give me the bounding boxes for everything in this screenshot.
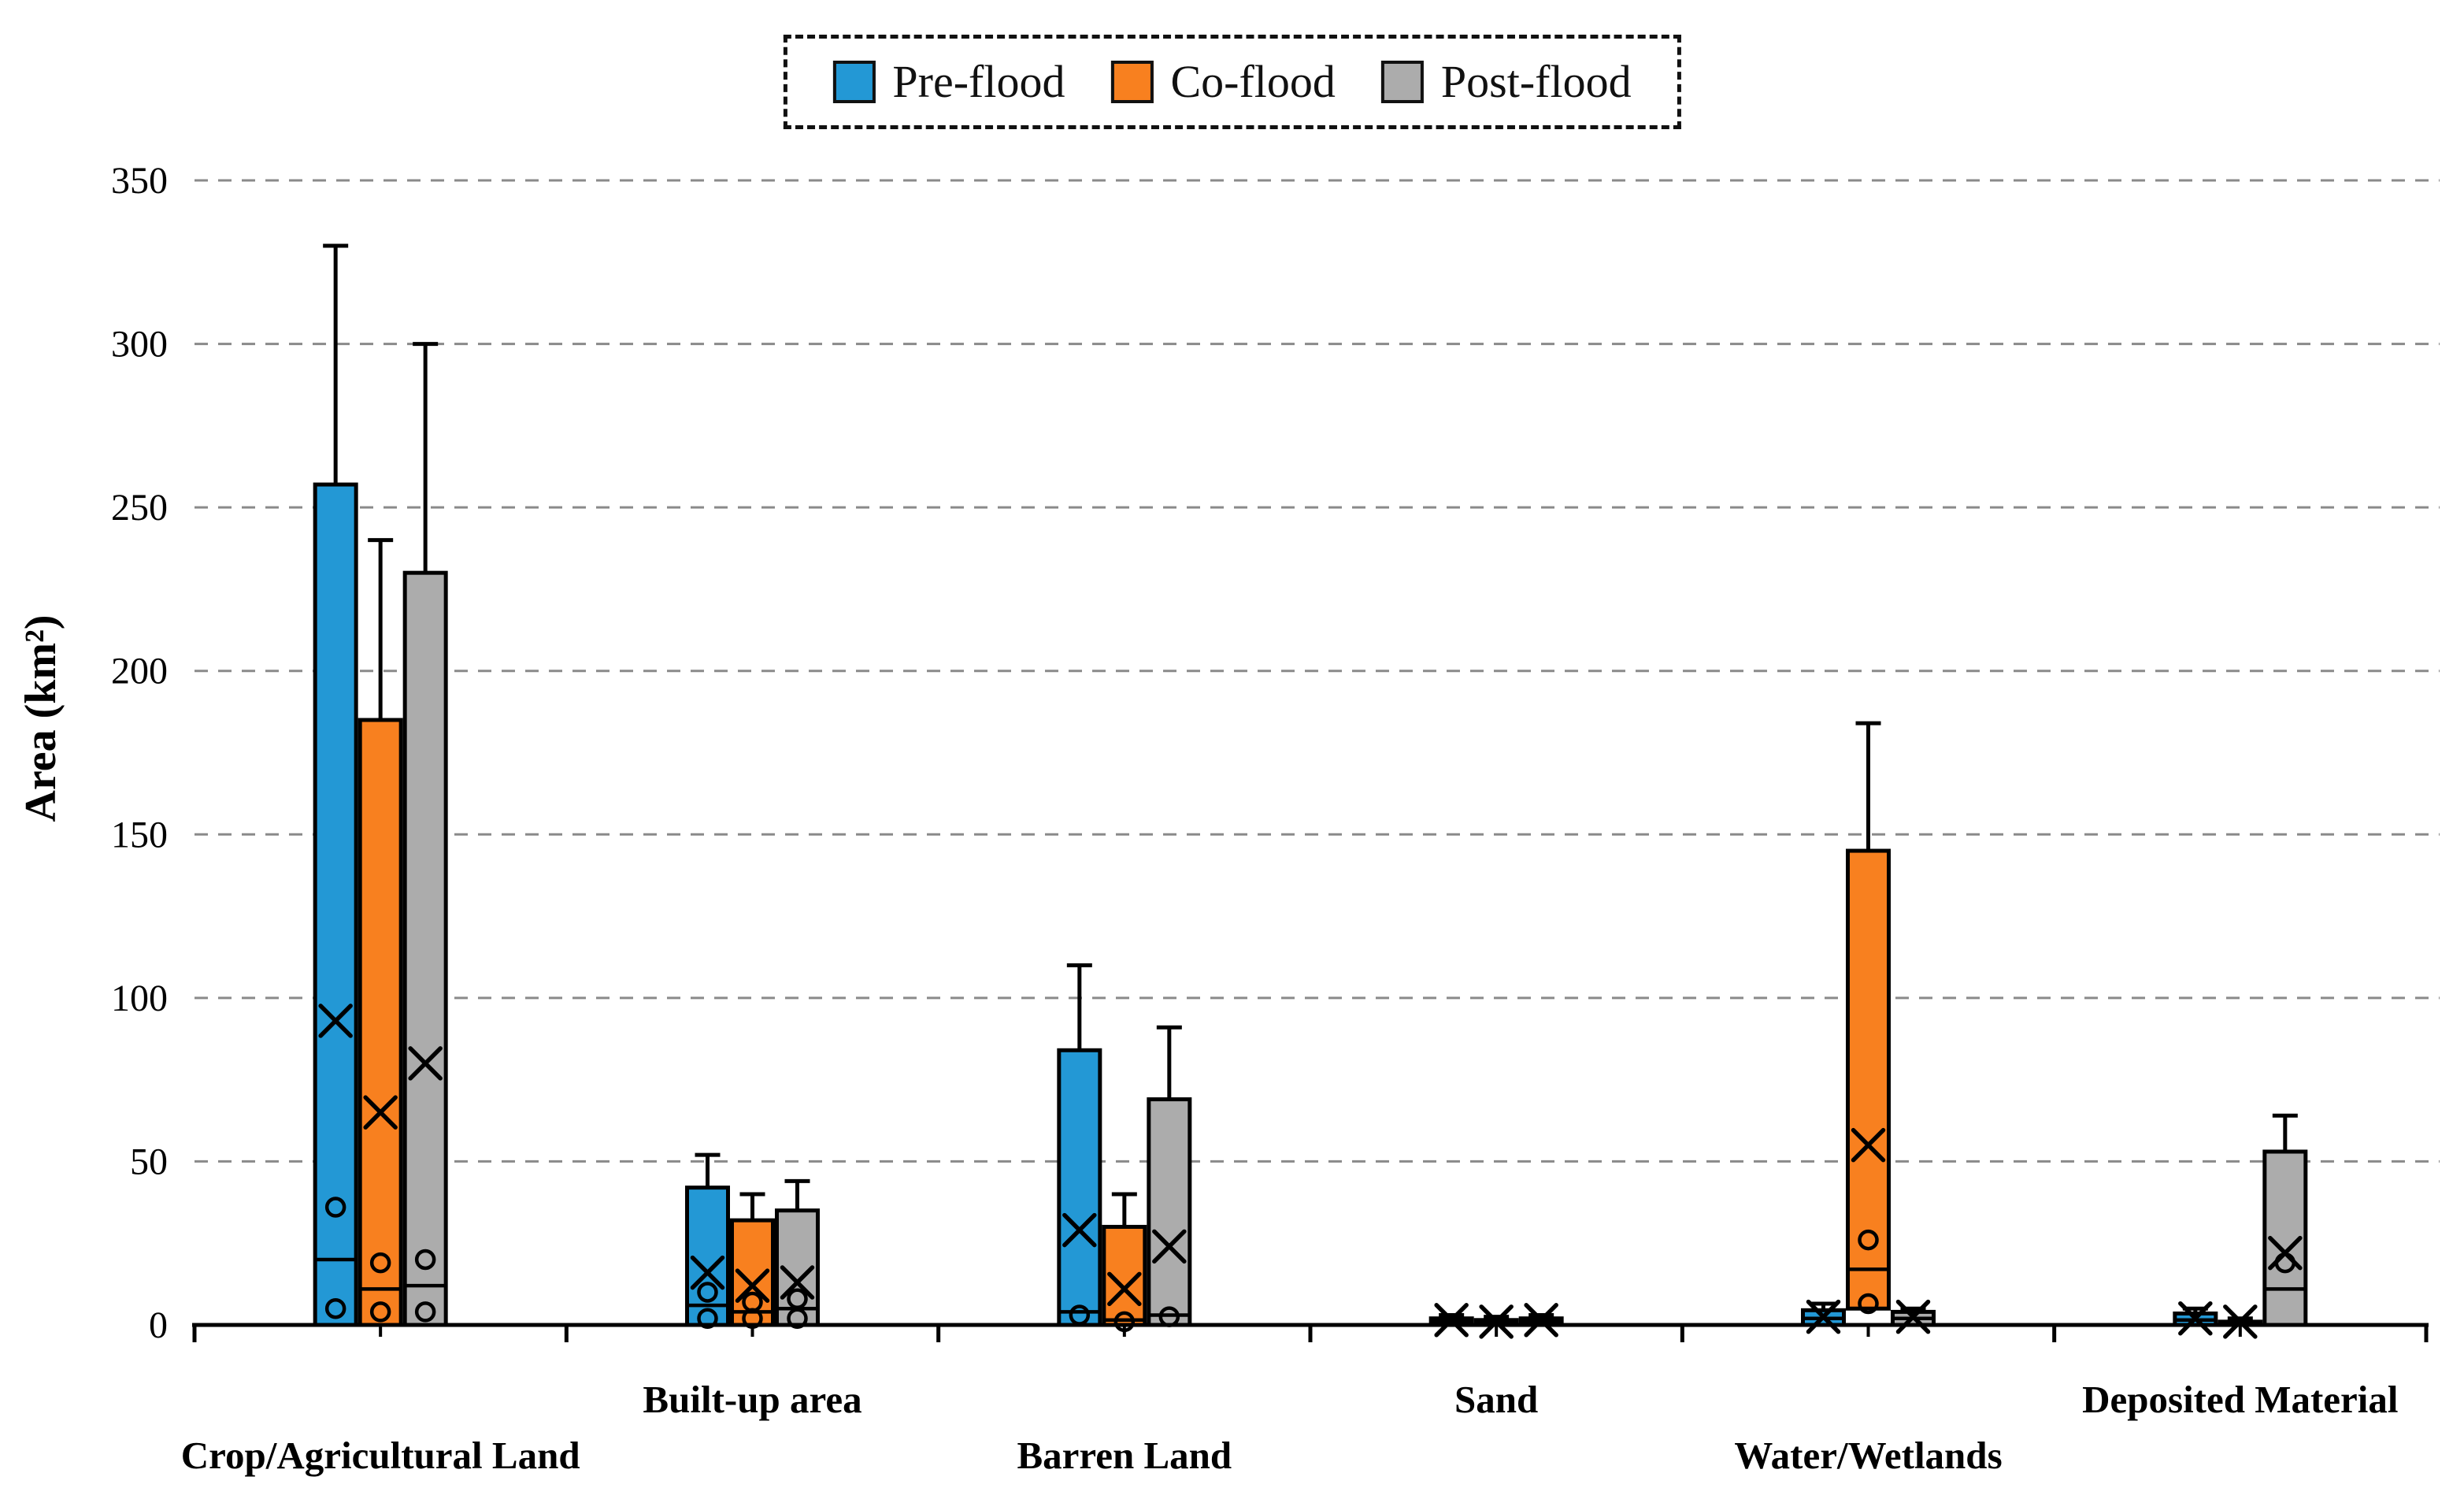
mean-x-marker [2223, 1304, 2258, 1339]
y-tick-250: 250 [111, 487, 168, 529]
mean-x-marker [1434, 1303, 1469, 1338]
box-co-flood-barren-land [1102, 1192, 1147, 1333]
legend: Pre-flood Co-flood Post-flood [783, 35, 1681, 129]
box-co-flood-crop-agricultural-land [358, 538, 403, 1327]
box-post-flood-sand [1518, 1303, 1564, 1338]
box-pre-flood-built-up-area [685, 1152, 730, 1329]
mean-x-marker [1524, 1303, 1558, 1338]
outlier-point [369, 1301, 391, 1323]
legend-item-co-flood: Co-flood [1110, 56, 1336, 107]
iqr-box [402, 570, 448, 1327]
gridlines [195, 179, 2440, 1163]
iqr-box [1846, 848, 1891, 1311]
box-pre-flood-crop-agricultural-land [313, 243, 358, 1327]
box-post-flood-water-wetlands [1891, 1299, 1936, 1334]
y-tick-300: 300 [111, 324, 168, 366]
mean-x-marker [408, 1046, 443, 1081]
mean-x-marker [735, 1268, 770, 1303]
box-post-flood-deposited-material [2262, 1113, 2308, 1327]
legend-label-pre-flood: Pre-flood [892, 56, 1065, 107]
x-axis [192, 1323, 2429, 1342]
y-tick-0: 0 [149, 1304, 168, 1346]
legend-swatch-co-flood [1110, 61, 1154, 103]
box-post-flood-barren-land [1147, 1025, 1192, 1327]
mean-x-marker [780, 1265, 815, 1300]
box-pre-flood-sand [1428, 1303, 1474, 1338]
y-tick-350: 350 [111, 160, 168, 202]
outlier-point [1858, 1293, 1879, 1315]
box-post-flood-crop-agricultural-land [402, 342, 448, 1327]
legend-swatch-post-flood [1380, 61, 1424, 103]
outlier-point [787, 1308, 808, 1329]
outlier-point [414, 1249, 436, 1271]
legend-label-post-flood: Post-flood [1440, 56, 1632, 107]
mean-x-marker [2178, 1301, 2213, 1336]
box-co-flood-built-up-area [730, 1192, 775, 1329]
box-post-flood-built-up-area [775, 1178, 820, 1329]
box-co-flood-water-wetlands [1846, 721, 1891, 1315]
mean-x-marker [318, 1004, 353, 1038]
mean-x-marker [1062, 1212, 1097, 1248]
box-pre-flood-water-wetlands [1801, 1299, 1846, 1334]
outlier-point [369, 1252, 391, 1274]
iqr-box [1057, 1048, 1102, 1327]
x-category-labels: Crop/Agricultural Land Built-up area Barre… [181, 1378, 2399, 1477]
y-tick-150: 150 [111, 814, 168, 855]
y-tick-200: 200 [111, 651, 168, 692]
mean-x-marker [1851, 1127, 1886, 1163]
outlier-point [324, 1297, 346, 1319]
mean-x-marker [2268, 1235, 2303, 1271]
box-pre-flood-deposited-material [2173, 1301, 2218, 1336]
outlier-point [787, 1288, 808, 1310]
legend-item-post-flood: Post-flood [1380, 56, 1632, 107]
mean-x-marker [363, 1095, 398, 1130]
outlier-point [697, 1282, 718, 1303]
y-tick-50: 50 [130, 1141, 168, 1182]
outlier-point [697, 1308, 718, 1329]
outlier-point [1858, 1229, 1879, 1251]
y-tick-100: 100 [111, 978, 168, 1019]
legend-label-co-flood: Co-flood [1170, 56, 1336, 107]
iqr-box [1147, 1097, 1192, 1327]
iqr-box [313, 482, 358, 1327]
category-label-barren-land: Barren Land [1017, 1434, 1232, 1477]
y-axis-title: Area (km²) [17, 614, 65, 822]
category-label-water-wetlands: Water/Wetlands [1734, 1434, 2002, 1477]
category-label-built-up-area: Built-up area [643, 1378, 861, 1421]
mean-x-marker [690, 1255, 725, 1290]
box-pre-flood-barren-land [1057, 963, 1102, 1327]
legend-item-pre-flood: Pre-flood [832, 59, 1065, 105]
category-label-sand: Sand [1454, 1378, 1538, 1421]
mean-x-marker [1152, 1229, 1187, 1264]
category-label-crop-agricultural-land: Crop/Agricultural Land [181, 1434, 580, 1477]
mean-x-marker [1479, 1304, 1514, 1339]
outlier-point [324, 1197, 346, 1218]
category-label-deposited-material: Deposited Material [2082, 1378, 2398, 1421]
iqr-box [358, 718, 403, 1327]
outlier-point [414, 1301, 436, 1323]
legend-swatch-pre-flood [832, 61, 876, 103]
y-tick-labels: 0 50 100 150 200 250 300 350 [111, 160, 168, 1346]
mean-x-marker [1107, 1271, 1142, 1307]
